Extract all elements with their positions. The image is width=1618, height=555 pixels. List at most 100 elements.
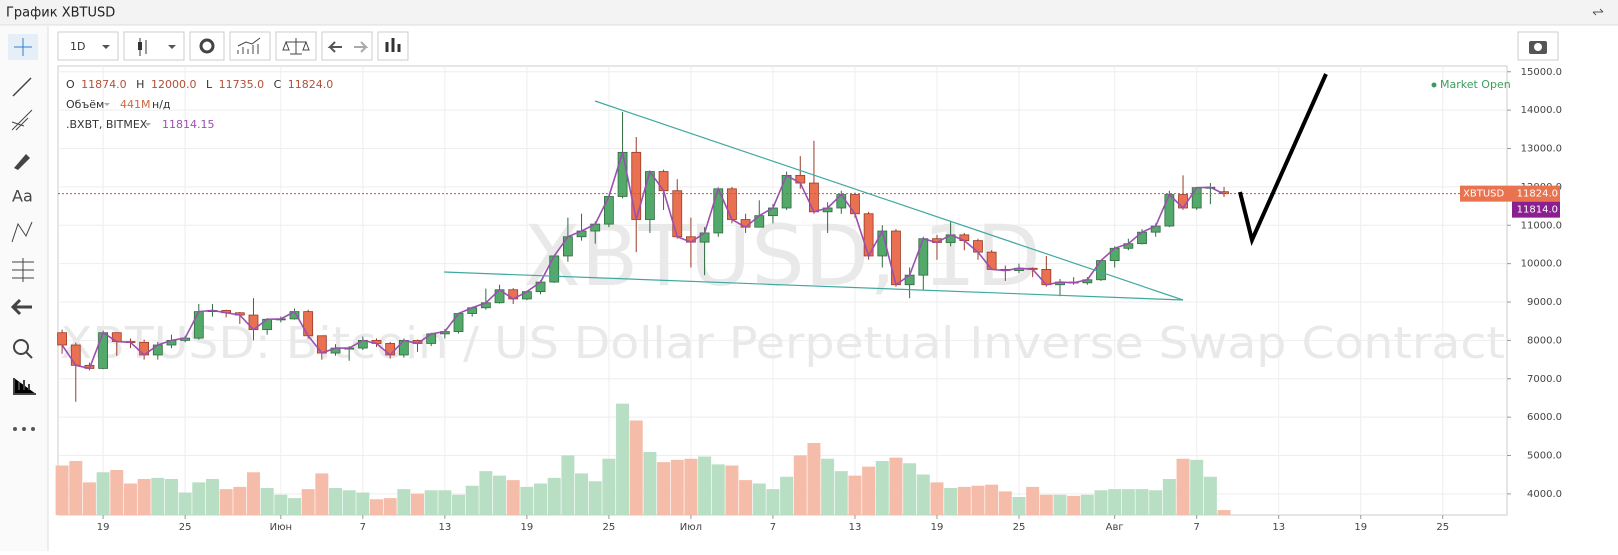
index-line [61, 152, 1225, 370]
volume-bar [205, 479, 219, 515]
candle-body [57, 332, 68, 346]
volume-bar [328, 488, 342, 515]
volume-bar [137, 479, 151, 515]
candle-body [562, 236, 573, 257]
volume-bar [1108, 489, 1122, 515]
volume-legend: Объём [66, 98, 104, 111]
volume-bar [96, 472, 110, 515]
volume-bar [643, 452, 657, 515]
settings-button[interactable] [189, 31, 225, 61]
volume-bar [438, 490, 452, 515]
candle-body [1191, 187, 1202, 209]
volume-bar [547, 477, 561, 515]
y-tick-label: 5000.0 [1527, 451, 1562, 462]
back-tool[interactable] [10, 298, 32, 316]
volume-bar [82, 482, 96, 515]
volume-value: 441M [120, 98, 151, 111]
zoom-tool[interactable] [13, 339, 29, 355]
volume-bar [588, 481, 602, 515]
candle-body [1096, 260, 1106, 281]
x-tick-label: 19 [931, 522, 944, 533]
volume-bar [397, 489, 411, 515]
undo-icon [327, 41, 342, 53]
volume-bar [944, 488, 958, 515]
volume-bar [711, 464, 725, 515]
candle-body [986, 251, 997, 270]
more-tools[interactable] [13, 427, 35, 431]
volume-bar [219, 489, 233, 515]
volume-bar [766, 489, 780, 515]
volume-bar [916, 474, 930, 515]
zoom-handle [25, 351, 33, 359]
volume-bar [1080, 494, 1094, 515]
volume-bar [780, 476, 794, 515]
candle-body [98, 332, 109, 369]
bars-icon [385, 38, 401, 52]
candle-body [193, 311, 204, 339]
candle-body [453, 313, 464, 332]
volume-bar [602, 458, 616, 515]
candle-body [303, 311, 314, 337]
x-tick-label: 7 [360, 522, 366, 533]
chart-type-body [138, 42, 142, 50]
volume-bar [534, 483, 548, 515]
settings-icon [199, 38, 215, 54]
volume-bar [862, 466, 876, 515]
bars-button[interactable] [377, 31, 409, 61]
measure-tool[interactable] [12, 258, 34, 282]
volume-bar [1053, 494, 1067, 515]
x-tick-label: Июн [270, 522, 292, 533]
trendline-upper[interactable] [594, 100, 1184, 301]
volume-bar [930, 482, 944, 515]
ohlc-value: 11874.0 [81, 78, 127, 91]
ohlc-label: L [206, 78, 213, 91]
volume-bar [889, 457, 903, 515]
volume-bar [1121, 489, 1135, 515]
volume-layer [55, 403, 1231, 515]
line-tool[interactable] [12, 77, 32, 97]
y-tick-label: 4000.0 [1527, 489, 1562, 500]
volume-bar [670, 459, 684, 515]
y-tick-label: 10000.0 [1521, 259, 1562, 270]
x-tick-label: 25 [179, 522, 192, 533]
volume-bar [1162, 479, 1176, 515]
candle-body [809, 182, 819, 213]
volume-bar [739, 480, 753, 515]
chart-tool[interactable] [13, 378, 36, 395]
volume-bar [1190, 459, 1204, 515]
volume-bar [55, 465, 69, 515]
volume-bar [411, 493, 425, 515]
volume-bar [903, 463, 917, 515]
volume-bar [793, 455, 807, 515]
redo-icon [354, 41, 369, 53]
volume-bar [301, 489, 315, 515]
resize-icon[interactable] [1592, 8, 1604, 16]
left-toolbar [0, 26, 48, 551]
volume-bar [69, 461, 83, 515]
y-tick-label: 7000.0 [1527, 374, 1562, 385]
x-tick-label: 19 [521, 522, 534, 533]
pattern-tool[interactable] [11, 221, 33, 243]
trendline-lower[interactable] [443, 271, 1184, 301]
volume-bar [657, 462, 671, 515]
volume-bar [1026, 486, 1040, 515]
volume-bar [616, 403, 630, 515]
brush-tool[interactable] [14, 154, 30, 170]
volume-bar [192, 482, 206, 515]
ohlc-value: 12000.0 [151, 78, 197, 91]
volume-bar [807, 443, 821, 515]
fib-tool[interactable] [11, 109, 33, 131]
ohlc-value: 11735.0 [219, 78, 265, 91]
volume-bar [1039, 494, 1053, 515]
indicators-button[interactable] [229, 31, 271, 61]
volume-bar [1149, 490, 1163, 515]
interval: 1D [70, 40, 85, 53]
volume-bar [1217, 510, 1231, 515]
text-tool[interactable]: Aa [12, 187, 33, 206]
volume-bar [821, 458, 835, 515]
volume-bar [342, 490, 356, 515]
volume-bar [1135, 489, 1149, 515]
drawn-arrow[interactable] [1238, 73, 1328, 247]
x-tick-label: 19 [1354, 522, 1367, 533]
